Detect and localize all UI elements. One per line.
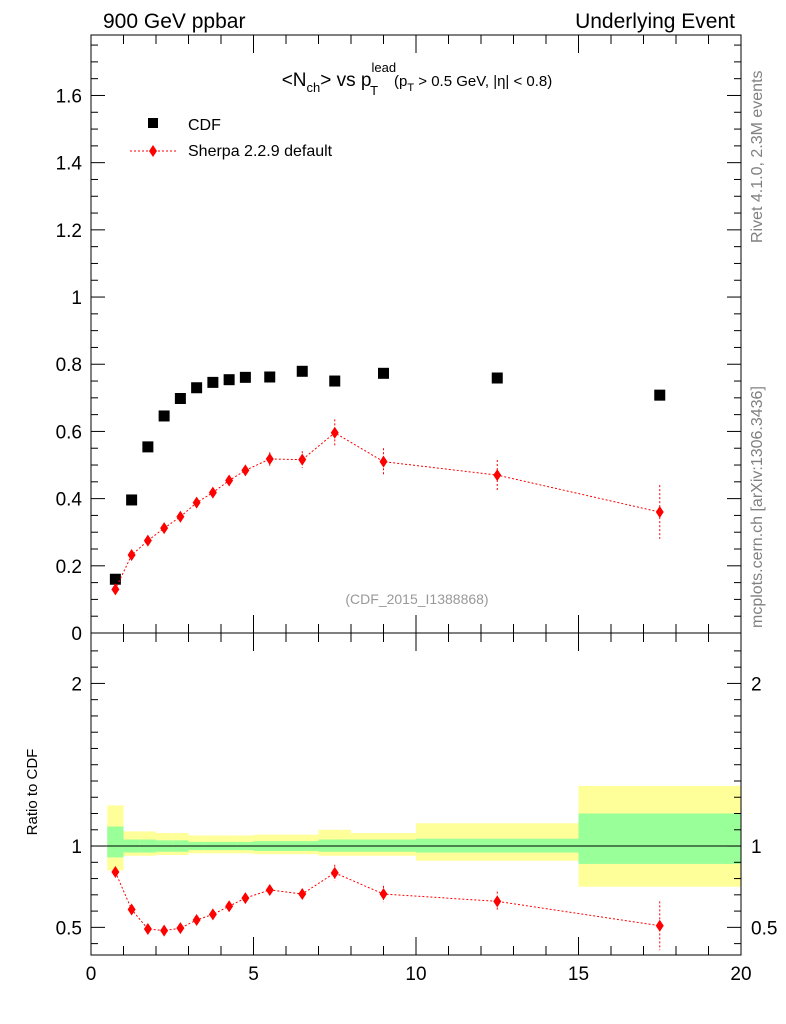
sherpa-point — [127, 549, 136, 562]
sherpa-point — [298, 453, 307, 466]
ratio-mc-points — [111, 864, 664, 951]
main-ytick-label: 1.4 — [56, 154, 83, 175]
ratio-xtick-label: 20 — [730, 964, 751, 985]
site-label: mcplots.cern.ch [arXiv:1306.3436] — [749, 386, 766, 628]
sherpa-point — [160, 522, 169, 535]
cdf-point — [158, 410, 170, 422]
sherpa-point — [265, 452, 274, 465]
title-sup-lead: lead — [372, 60, 397, 75]
ratio-ytick-label-left: 0.5 — [56, 918, 82, 939]
ratio-sherpa-point — [192, 914, 201, 927]
ratio-xtick-label: 10 — [405, 964, 426, 985]
ratio-ytick-label-right: 0.5 — [751, 918, 777, 939]
sherpa-point — [192, 496, 201, 509]
main-title: <Nch> vs plead T(pT > 0.5 GeV, |η| < 0.8) — [282, 60, 553, 98]
legend-data-label: CDF — [188, 117, 221, 134]
title-sub-ch: ch — [307, 80, 321, 95]
main-mc-points — [111, 419, 664, 596]
main-ytick-label: 0.8 — [56, 355, 82, 376]
title-sub-t: T — [370, 83, 378, 98]
ratio-sherpa-point — [330, 866, 339, 879]
ratio-band-inner — [107, 826, 124, 858]
cdf-point — [239, 371, 251, 383]
legend-mc-marker — [149, 145, 157, 157]
title-tail: > 0.5 GeV, |η| < 0.8) — [414, 73, 552, 90]
sherpa-point — [241, 464, 250, 477]
title-part-post: (p — [394, 73, 407, 90]
sherpa-point — [111, 583, 120, 596]
main-ytick-label: 0 — [71, 624, 82, 645]
ratio-ytick-label-left: 1 — [71, 837, 82, 858]
ratio-sherpa-point — [493, 895, 502, 908]
main-ytick-label: 1 — [71, 288, 82, 309]
sherpa-point — [493, 469, 502, 482]
ratio-x-ticks: 0 5 10 15 20 — [86, 633, 752, 985]
ratio-y-ticks: 0.5 0.5 1 1 2 2 — [56, 650, 777, 945]
legend: CDF Sherpa 2.2.9 default — [130, 117, 333, 160]
sherpa-point — [208, 486, 217, 499]
legend-mc-label: Sherpa 2.2.9 default — [188, 143, 333, 160]
cdf-point — [191, 382, 203, 394]
sherpa-point — [379, 455, 388, 468]
ratio-sherpa-point — [655, 919, 664, 932]
ratio-sherpa-point — [127, 903, 136, 916]
ratio-sherpa-point — [225, 900, 234, 913]
ratio-ytick-label-right: 2 — [751, 674, 762, 695]
main-ytick-label: 1.2 — [56, 221, 82, 242]
ratio-sherpa-point — [241, 892, 250, 905]
cdf-point — [109, 573, 121, 585]
ratio-sherpa-point — [208, 908, 217, 921]
analysis-watermark: (CDF_2015_I1388868) — [345, 591, 488, 607]
sherpa-point — [143, 534, 152, 547]
cdf-point — [126, 494, 138, 506]
ratio-xtick-label: 15 — [568, 964, 589, 985]
legend-data-marker — [148, 118, 158, 128]
ratio-panel: 0.5 0.5 1 1 2 2 0 5 10 15 20 Ratio to CDF — [24, 632, 777, 985]
sherpa-line — [114, 432, 660, 590]
main-y-ticks: 0 0.2 0.4 0.6 0.8 1 1.2 1.4 1.6 — [56, 44, 741, 645]
ratio-sherpa-point — [176, 922, 185, 935]
ratio-sherpa-point — [298, 888, 307, 901]
main-ytick-label: 0.4 — [56, 490, 83, 511]
sherpa-point — [176, 510, 185, 523]
ratio-xtick-label: 0 — [86, 964, 97, 985]
header-left: 900 GeV ppbar — [103, 10, 245, 33]
header-right: Underlying Event — [575, 10, 735, 33]
cdf-point — [174, 393, 186, 405]
ratio-uncertainty-bands — [107, 785, 741, 887]
main-ytick-label: 0.6 — [56, 422, 82, 443]
title-part-pre: <N — [282, 70, 307, 91]
ratio-ytick-label-right: 1 — [751, 837, 762, 858]
title-part-mid: > vs p — [320, 70, 371, 91]
ratio-sherpa-point — [265, 883, 274, 896]
ratio-band-inner — [578, 813, 741, 864]
cdf-point — [329, 375, 341, 387]
main-ytick-label: 0.2 — [56, 557, 82, 578]
main-x-ticks — [90, 35, 742, 633]
ratio-sherpa-point — [143, 922, 152, 935]
main-data-points — [109, 365, 666, 585]
ratio-sherpa-point — [379, 888, 388, 901]
cdf-point — [142, 441, 154, 453]
sherpa-point — [330, 426, 339, 439]
cdf-point — [264, 371, 276, 383]
cdf-point — [296, 365, 308, 377]
ratio-sherpa-point — [160, 924, 169, 937]
cdf-point — [378, 367, 389, 379]
ratio-sherpa-point — [111, 866, 120, 879]
ratio-xtick-label: 5 — [248, 964, 259, 985]
sherpa-point — [655, 506, 664, 519]
ratio-ytick-label-left: 2 — [71, 674, 82, 695]
sherpa-point — [225, 474, 234, 487]
cdf-point — [223, 374, 235, 386]
title-sub-t2: T — [407, 82, 414, 94]
cdf-point — [654, 389, 666, 401]
rivet-label: Rivet 4.1.0, 2.3M events — [749, 70, 766, 243]
cdf-point — [207, 376, 219, 388]
cdf-point — [491, 372, 503, 384]
main-panel: 00.20.40.60.811.21.41.6 <Nch> vs plead T(… — [56, 34, 742, 645]
ratio-y-label: Ratio to CDF — [24, 749, 41, 836]
main-ytick-label: 1.6 — [56, 86, 82, 107]
